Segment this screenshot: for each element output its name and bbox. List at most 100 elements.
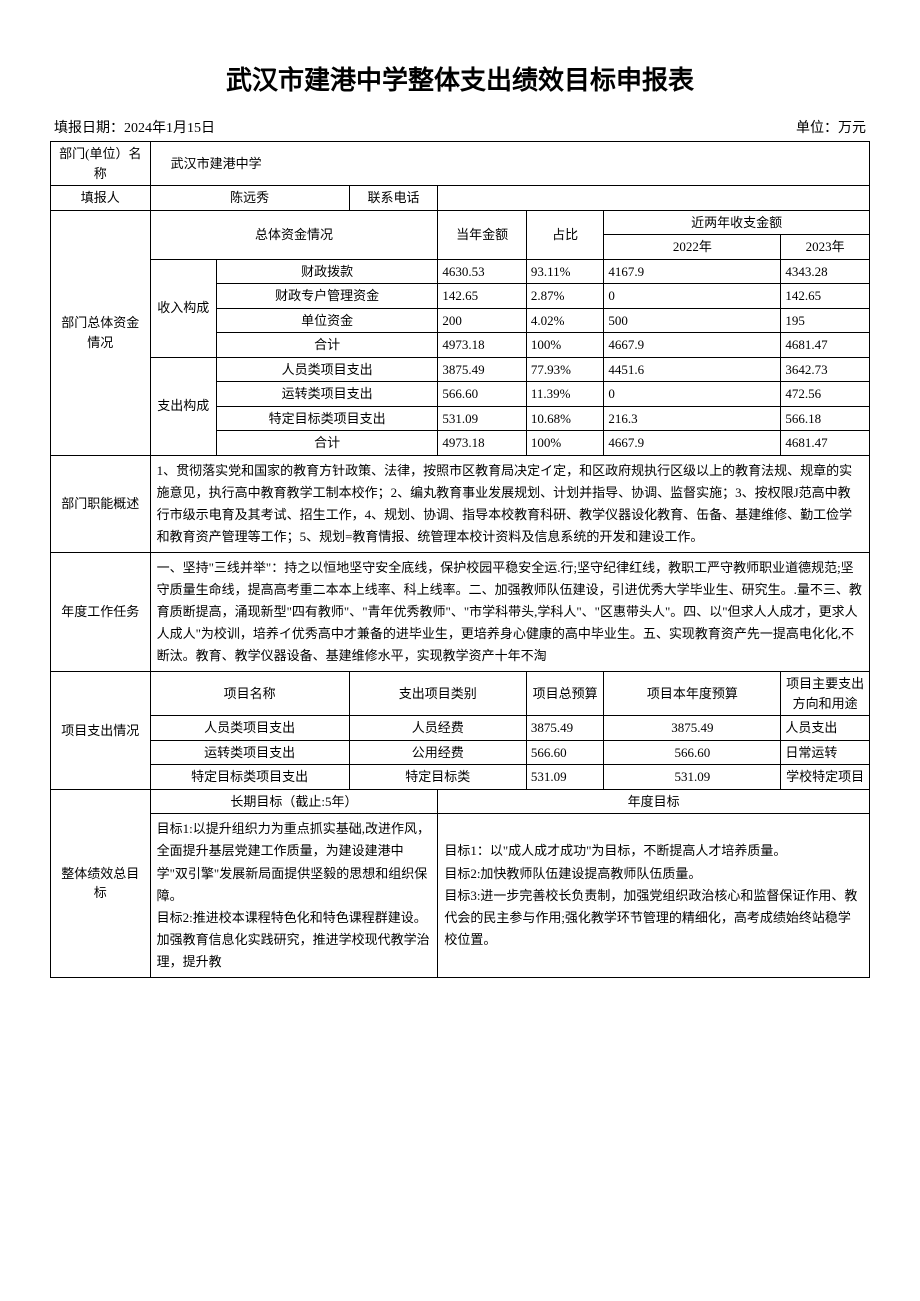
r8-name: 合计: [216, 431, 437, 456]
proj-p1: 人员类项目支出 人员经费 3875.49 3875.49 人员支出: [51, 716, 870, 741]
p1-use: 人员支出: [781, 716, 870, 741]
r2-name: 财政专户管理资金: [216, 284, 437, 309]
r6-y22: 0: [604, 382, 781, 407]
p1-type: 人员经费: [349, 716, 526, 741]
r1-y22: 4167.9: [604, 259, 781, 284]
phone-value: [438, 186, 870, 211]
goal-year-text: 目标1：以"成人成才成功"为目标，不断提高人才培养质量。 目标2:加快教师队伍建…: [438, 814, 870, 978]
r4-y23: 4681.47: [781, 333, 870, 358]
r6-y23: 472.56: [781, 382, 870, 407]
r5-y23: 3642.73: [781, 357, 870, 382]
page-title: 武汉市建港中学整体支出绩效目标申报表: [50, 60, 870, 97]
r7-amt: 531.09: [438, 406, 527, 431]
goal-year-label: 年度目标: [438, 789, 870, 814]
task-label: 年度工作任务: [51, 552, 151, 671]
proj-p3: 特定目标类项目支出 特定目标类 531.09 531.09 学校特定项目: [51, 765, 870, 790]
r1-ratio: 93.11%: [526, 259, 603, 284]
r4-ratio: 100%: [526, 333, 603, 358]
proj-h-year: 项目本年度预算: [604, 672, 781, 716]
r1-y23: 4343.28: [781, 259, 870, 284]
r1-name: 财政拨款: [216, 259, 437, 284]
proj-label: 项目支出情况: [51, 672, 151, 790]
r4-name: 合计: [216, 333, 437, 358]
r8-y23: 4681.47: [781, 431, 870, 456]
task-text: 一、坚持"三线并举"：持之以恒地坚守安全底线，保护校园平稳安全运.行;坚守纪律红…: [150, 552, 869, 671]
r2-y23: 142.65: [781, 284, 870, 309]
income-r1: 收入构成 财政拨款 4630.53 93.11% 4167.9 4343.28: [51, 259, 870, 284]
reporter-value: 陈远秀: [150, 186, 349, 211]
duty-label: 部门职能概述: [51, 455, 151, 552]
r3-ratio: 4.02%: [526, 308, 603, 333]
y2023-label: 2023年: [781, 235, 870, 260]
proj-p2: 运转类项目支出 公用经费 566.60 566.60 日常运转: [51, 740, 870, 765]
row-task: 年度工作任务 一、坚持"三线并举"：持之以恒地坚守安全底线，保护校园平稳安全运.…: [51, 552, 870, 671]
r2-y22: 0: [604, 284, 781, 309]
r7-ratio: 10.68%: [526, 406, 603, 431]
recent-label: 近两年收支金额: [604, 210, 870, 235]
proj-h-type: 支出项目类别: [349, 672, 526, 716]
r8-y22: 4667.9: [604, 431, 781, 456]
funds-overall-label: 总体资金情况: [150, 210, 438, 259]
r8-ratio: 100%: [526, 431, 603, 456]
row-dept: 部门(单位）名称 武汉市建港中学: [51, 142, 870, 186]
r4-amt: 4973.18: [438, 333, 527, 358]
p2-total: 566.60: [526, 740, 603, 765]
report-date: 填报日期：2024年1月15日: [54, 117, 215, 137]
r6-amt: 566.60: [438, 382, 527, 407]
proj-header: 项目支出情况 项目名称 支出项目类别 项目总预算 项目本年度预算 项目主要支出方…: [51, 672, 870, 716]
ratio-label: 占比: [526, 210, 603, 259]
p3-total: 531.09: [526, 765, 603, 790]
r5-ratio: 77.93%: [526, 357, 603, 382]
goal-long-label: 长期目标（截止:5年）: [150, 789, 438, 814]
y2022-label: 2022年: [604, 235, 781, 260]
p2-type: 公用经费: [349, 740, 526, 765]
r3-amt: 200: [438, 308, 527, 333]
p2-year: 566.60: [604, 740, 781, 765]
r5-amt: 3875.49: [438, 357, 527, 382]
p1-total: 3875.49: [526, 716, 603, 741]
p3-year: 531.09: [604, 765, 781, 790]
r6-ratio: 11.39%: [526, 382, 603, 407]
row-duty: 部门职能概述 1、贯彻落实党和国家的教育方针政策、法律，按照市区教育局决定イ定，…: [51, 455, 870, 552]
r2-ratio: 2.87%: [526, 284, 603, 309]
r3-name: 单位资金: [216, 308, 437, 333]
r7-y22: 216.3: [604, 406, 781, 431]
r1-amt: 4630.53: [438, 259, 527, 284]
r7-y23: 566.18: [781, 406, 870, 431]
expend-label: 支出构成: [150, 357, 216, 455]
r3-y22: 500: [604, 308, 781, 333]
dept-value: 武汉市建港中学: [150, 142, 869, 186]
reporter-label: 填报人: [51, 186, 151, 211]
unit-label: 单位：万元: [796, 117, 866, 137]
proj-h-total: 项目总预算: [526, 672, 603, 716]
p2-use: 日常运转: [781, 740, 870, 765]
r5-name: 人员类项目支出: [216, 357, 437, 382]
r2-amt: 142.65: [438, 284, 527, 309]
goal-header: 整体绩效总目标 长期目标（截止:5年） 年度目标: [51, 789, 870, 814]
p3-type: 特定目标类: [349, 765, 526, 790]
income-label: 收入构成: [150, 259, 216, 357]
r3-y23: 195: [781, 308, 870, 333]
r5-y22: 4451.6: [604, 357, 781, 382]
funds-header-1: 部门总体资金情况 总体资金情况 当年金额 占比 近两年收支金额: [51, 210, 870, 235]
meta-row: 填报日期：2024年1月15日 单位：万元: [50, 117, 870, 137]
r7-name: 特定目标类项目支出: [216, 406, 437, 431]
proj-h-name: 项目名称: [150, 672, 349, 716]
p1-year: 3875.49: [604, 716, 781, 741]
cur-amount-label: 当年金额: [438, 210, 527, 259]
row-reporter: 填报人 陈远秀 联系电话: [51, 186, 870, 211]
p2-name: 运转类项目支出: [150, 740, 349, 765]
goal-body: 目标1:以提升组织力为重点抓实基础,改进作风，全面提升基层党建工作质量，为建设建…: [51, 814, 870, 978]
funds-section-label: 部门总体资金情况: [51, 210, 151, 455]
dept-label: 部门(单位）名称: [51, 142, 151, 186]
p1-name: 人员类项目支出: [150, 716, 349, 741]
phone-label: 联系电话: [349, 186, 438, 211]
goal-label: 整体绩效总目标: [51, 789, 151, 977]
expend-r5: 支出构成 人员类项目支出 3875.49 77.93% 4451.6 3642.…: [51, 357, 870, 382]
r8-amt: 4973.18: [438, 431, 527, 456]
p3-name: 特定目标类项目支出: [150, 765, 349, 790]
duty-text: 1、贯彻落实党和国家的教育方针政策、法律，按照市区教育局决定イ定，和区政府规执行…: [150, 455, 869, 552]
p3-use: 学校特定项目: [781, 765, 870, 790]
r4-y22: 4667.9: [604, 333, 781, 358]
proj-h-use: 项目主要支出方向和用途: [781, 672, 870, 716]
